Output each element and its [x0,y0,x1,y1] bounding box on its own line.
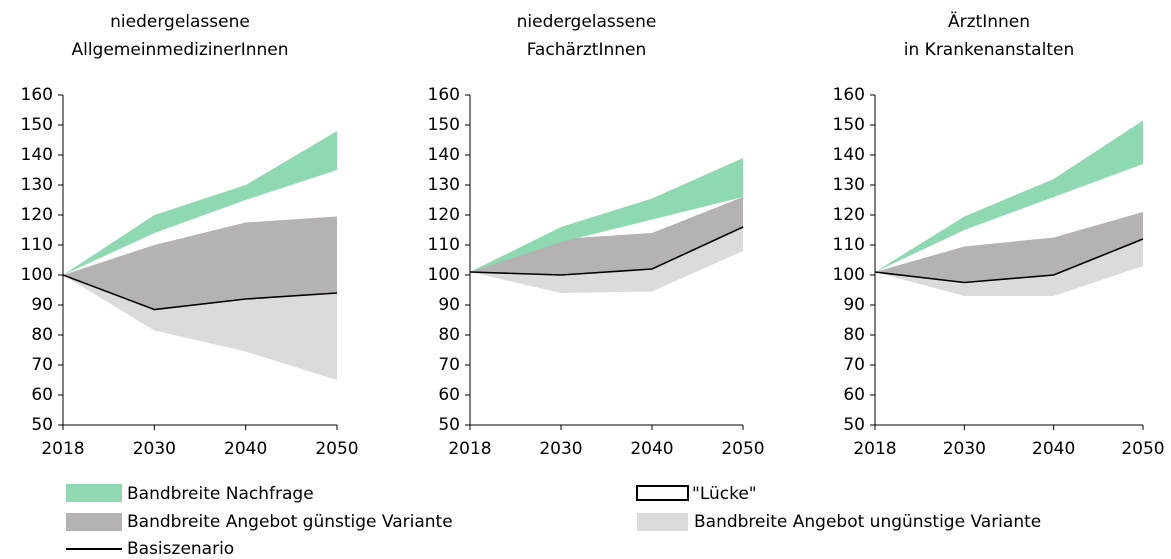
x-tick-label: 2050 [721,439,764,459]
y-tick-label: 100 [428,265,460,285]
x-tick-label: 2030 [943,439,986,459]
legend-swatch [637,513,688,531]
y-tick-label: 150 [833,115,865,135]
legend-swatch [636,485,689,501]
x-tick-label: 2040 [1032,439,1075,459]
line [469,226,744,276]
y-tick-label: 160 [21,85,53,105]
y-tick-label: 100 [21,265,53,285]
y-tick-label: 110 [21,235,53,255]
x-tick-label: 2030 [133,439,176,459]
y-tick-label: 120 [21,205,53,225]
y-tick-label: 70 [31,355,53,375]
y-tick-label: 140 [428,145,460,165]
x-tick-label: 2050 [1121,439,1164,459]
y-tick-label: 50 [438,415,460,435]
x-tick-label: 2018 [448,439,491,459]
y-tick-label: 110 [428,235,460,255]
band-area [875,239,1143,296]
y-tick-label: 150 [21,115,53,135]
band-area [63,131,337,275]
x-tick-label: 2018 [853,439,896,459]
y-tick-label: 120 [428,205,460,225]
y-tick-label: 150 [428,115,460,135]
x-tick-label: 2018 [41,439,84,459]
y-tick-label: 60 [31,385,53,405]
chart-title: niedergelassene [110,12,250,32]
chart-title: AllgemeinmedizinerInnen [71,40,288,60]
legend-label: Bandbreite Angebot ungünstige Variante [694,512,1041,532]
y-tick-label: 160 [428,85,460,105]
y-tick-label: 60 [438,385,460,405]
chart-title: FachärztInnen [527,40,647,60]
y-tick-label: 110 [833,235,865,255]
x-tick-label: 2040 [630,439,673,459]
y-tick-label: 130 [428,175,460,195]
legend-label: "Lücke" [692,484,757,504]
legend-label: Basiszenario [127,539,234,559]
line [874,238,1144,284]
chart-title: in Krankenanstalten [904,40,1074,60]
y-tick-label: 70 [438,355,460,375]
line [62,274,338,311]
y-tick-label: 140 [21,145,53,165]
y-tick-label: 80 [843,325,865,345]
y-tick-label: 130 [833,175,865,195]
y-tick-label: 90 [31,295,53,315]
legend-swatch [66,484,122,502]
legend-swatch [66,513,122,531]
legend-label: Bandbreite Angebot günstige Variante [127,512,453,532]
band-area [470,158,743,272]
band-area [470,227,743,293]
y-tick-label: 70 [843,355,865,375]
y-tick-label: 120 [833,205,865,225]
chart-title: niedergelassene [517,12,657,32]
y-tick-label: 90 [843,295,865,315]
y-tick-label: 160 [833,85,865,105]
band-area [875,120,1143,272]
y-tick-label: 50 [843,415,865,435]
y-tick-label: 90 [438,295,460,315]
x-tick-label: 2030 [539,439,582,459]
y-tick-label: 100 [833,265,865,285]
y-tick-label: 130 [21,175,53,195]
y-tick-label: 50 [31,415,53,435]
band-area [875,212,1143,283]
y-tick-label: 140 [833,145,865,165]
band-area [470,197,743,275]
legend-label: Bandbreite Nachfrage [127,484,314,504]
band-area [63,216,337,310]
y-tick-label: 80 [31,325,53,345]
x-tick-label: 2040 [224,439,267,459]
chart-title: ÄrztInnen [948,11,1030,32]
y-tick-label: 80 [438,325,460,345]
y-tick-label: 60 [843,385,865,405]
x-tick-label: 2050 [315,439,358,459]
